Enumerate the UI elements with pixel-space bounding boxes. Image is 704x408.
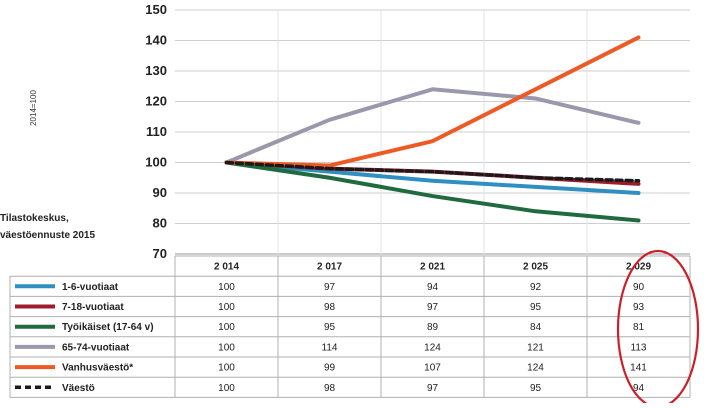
data-table: 2 014 2 017 2 021 2 025 2 029 1-6-vuotiaat 100…	[9, 255, 691, 398]
series-point	[637, 182, 640, 186]
y-tick-labels: 70 80 90 100 110 120 130 140 150	[145, 2, 167, 261]
legend-label: 65-74-vuotiaat	[62, 342, 130, 353]
data-label: 95	[324, 322, 336, 333]
y-tick-label: 150	[145, 2, 167, 17]
series-point	[637, 191, 640, 195]
data-label: 98	[324, 302, 336, 313]
data-label: 100	[218, 383, 235, 394]
x-tick-label: 2 025	[523, 262, 548, 273]
series-line-3	[224, 87, 641, 165]
series-lines	[224, 35, 641, 223]
x-tick-label: 2 021	[420, 262, 445, 273]
series-point	[328, 118, 331, 122]
series-point	[431, 194, 434, 198]
source-note-line2: väestöennuste 2015	[0, 230, 95, 241]
data-label: 84	[530, 322, 542, 333]
y-tick-label: 80	[153, 216, 167, 231]
gridlines	[175, 9, 690, 255]
data-label: 124	[424, 342, 441, 353]
series-point	[431, 179, 434, 183]
data-label: 90	[633, 282, 645, 293]
y-axis-label: 2014=100	[29, 90, 38, 126]
data-label: 100	[218, 363, 235, 374]
y-tick-label: 100	[145, 155, 167, 170]
data-label: 93	[633, 302, 645, 313]
data-label: 97	[324, 282, 336, 293]
data-label: 124	[527, 363, 544, 374]
series-point	[431, 87, 434, 91]
legend-label: Väestö	[62, 383, 95, 394]
series-point	[431, 139, 434, 143]
data-label: 89	[427, 322, 439, 333]
data-label: 107	[424, 363, 441, 374]
series-point	[328, 164, 331, 168]
legend-label: 1-6-vuotiaat	[62, 282, 119, 293]
legend-label: Työikäiset (17-64 v)	[62, 322, 154, 333]
data-label: 99	[324, 363, 336, 374]
y-tick-label: 110	[146, 124, 167, 139]
data-label: 95	[530, 302, 542, 313]
series-point	[328, 176, 331, 180]
data-label: 95	[530, 383, 542, 394]
data-label: 121	[527, 342, 544, 353]
data-label: 113	[631, 342, 647, 353]
series-point	[431, 170, 434, 174]
x-tick-label: 2 017	[317, 262, 342, 273]
data-label: 114	[322, 342, 338, 353]
series-point	[637, 179, 640, 183]
series-point	[534, 87, 537, 91]
series-point	[534, 176, 537, 180]
data-label: 100	[218, 342, 235, 353]
data-label: 97	[427, 302, 439, 313]
y-tick-label: 90	[153, 185, 167, 200]
legend-label: 7-18-vuotiaat	[62, 302, 124, 313]
series-point	[637, 35, 640, 39]
data-label: 94	[633, 383, 645, 394]
y-tick-label: 70	[153, 246, 167, 261]
series-point	[534, 209, 537, 213]
data-label: 100	[218, 322, 235, 333]
y-tick-label: 140	[145, 33, 167, 48]
series-point	[328, 167, 331, 171]
data-label: 97	[427, 383, 439, 394]
source-note-line1: Tilastokeskus,	[0, 213, 69, 224]
x-tick-label: 2 029	[626, 262, 651, 273]
data-label: 98	[324, 383, 336, 394]
series-point	[328, 170, 331, 174]
data-label: 92	[530, 282, 542, 293]
data-label: 100	[218, 302, 235, 313]
highlight-ellipse	[616, 249, 700, 408]
y-tick-label: 120	[145, 94, 167, 109]
legend-label: Vanhusväestö*	[62, 363, 133, 374]
y-tick-label: 130	[145, 63, 167, 78]
x-tick-label: 2 014	[214, 262, 239, 273]
data-label: 81	[633, 322, 645, 333]
series-point	[637, 121, 640, 125]
series-point	[637, 218, 640, 222]
data-label: 100	[218, 282, 235, 293]
series-point	[534, 96, 537, 100]
data-label: 94	[427, 282, 439, 293]
data-label: 141	[630, 363, 647, 374]
series-point	[225, 161, 228, 164]
series-point	[534, 185, 537, 189]
